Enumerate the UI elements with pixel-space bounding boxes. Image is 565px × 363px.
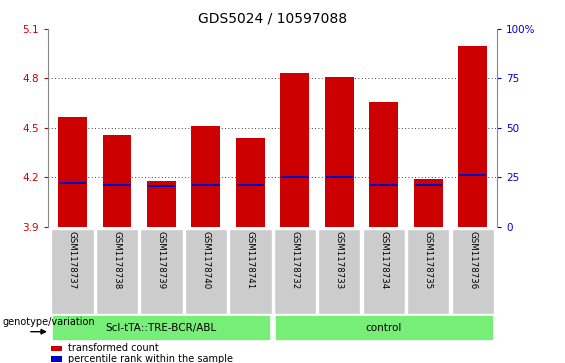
Text: ScI-tTA::TRE-BCR/ABL: ScI-tTA::TRE-BCR/ABL bbox=[106, 323, 217, 333]
Bar bbox=[318, 229, 360, 314]
Bar bbox=[236, 138, 265, 227]
Text: GSM1178739: GSM1178739 bbox=[157, 231, 166, 289]
Text: GSM1178732: GSM1178732 bbox=[290, 231, 299, 290]
Bar bbox=[59, 182, 86, 184]
Bar bbox=[229, 229, 272, 314]
Bar bbox=[185, 229, 227, 314]
Text: GSM1178738: GSM1178738 bbox=[112, 231, 121, 290]
Bar bbox=[273, 229, 316, 314]
Text: genotype/variation: genotype/variation bbox=[3, 317, 95, 327]
Bar bbox=[414, 179, 443, 227]
Title: GDS5024 / 10597088: GDS5024 / 10597088 bbox=[198, 11, 347, 25]
Bar bbox=[147, 185, 175, 187]
Bar bbox=[451, 229, 494, 314]
Bar bbox=[192, 126, 220, 227]
Text: GSM1178740: GSM1178740 bbox=[201, 231, 210, 290]
Bar bbox=[325, 77, 354, 227]
Text: GSM1178737: GSM1178737 bbox=[68, 231, 77, 290]
Bar bbox=[280, 73, 309, 227]
Text: GSM1178734: GSM1178734 bbox=[379, 231, 388, 290]
Bar bbox=[140, 229, 182, 314]
Bar bbox=[53, 315, 271, 340]
Bar bbox=[415, 184, 442, 186]
Bar bbox=[407, 229, 449, 314]
Bar bbox=[103, 184, 131, 186]
Bar bbox=[51, 356, 62, 362]
Bar bbox=[325, 176, 353, 178]
Bar bbox=[458, 45, 487, 227]
Bar bbox=[363, 229, 405, 314]
Bar bbox=[58, 117, 87, 227]
Bar bbox=[192, 184, 220, 186]
Bar bbox=[370, 102, 398, 227]
Bar bbox=[51, 346, 62, 351]
Bar bbox=[370, 184, 398, 186]
Text: GSM1178741: GSM1178741 bbox=[246, 231, 255, 290]
Text: percentile rank within the sample: percentile rank within the sample bbox=[68, 354, 233, 363]
Text: transformed count: transformed count bbox=[68, 343, 159, 354]
Text: GSM1178736: GSM1178736 bbox=[468, 231, 477, 290]
Bar bbox=[96, 229, 138, 314]
Bar bbox=[102, 135, 132, 227]
Bar bbox=[237, 184, 264, 186]
Text: control: control bbox=[366, 323, 402, 333]
Bar bbox=[281, 176, 308, 178]
Bar bbox=[147, 181, 176, 227]
Text: GSM1178733: GSM1178733 bbox=[335, 231, 344, 290]
Bar bbox=[459, 174, 486, 176]
Bar bbox=[51, 229, 94, 314]
Text: GSM1178735: GSM1178735 bbox=[424, 231, 433, 290]
Bar bbox=[275, 315, 493, 340]
